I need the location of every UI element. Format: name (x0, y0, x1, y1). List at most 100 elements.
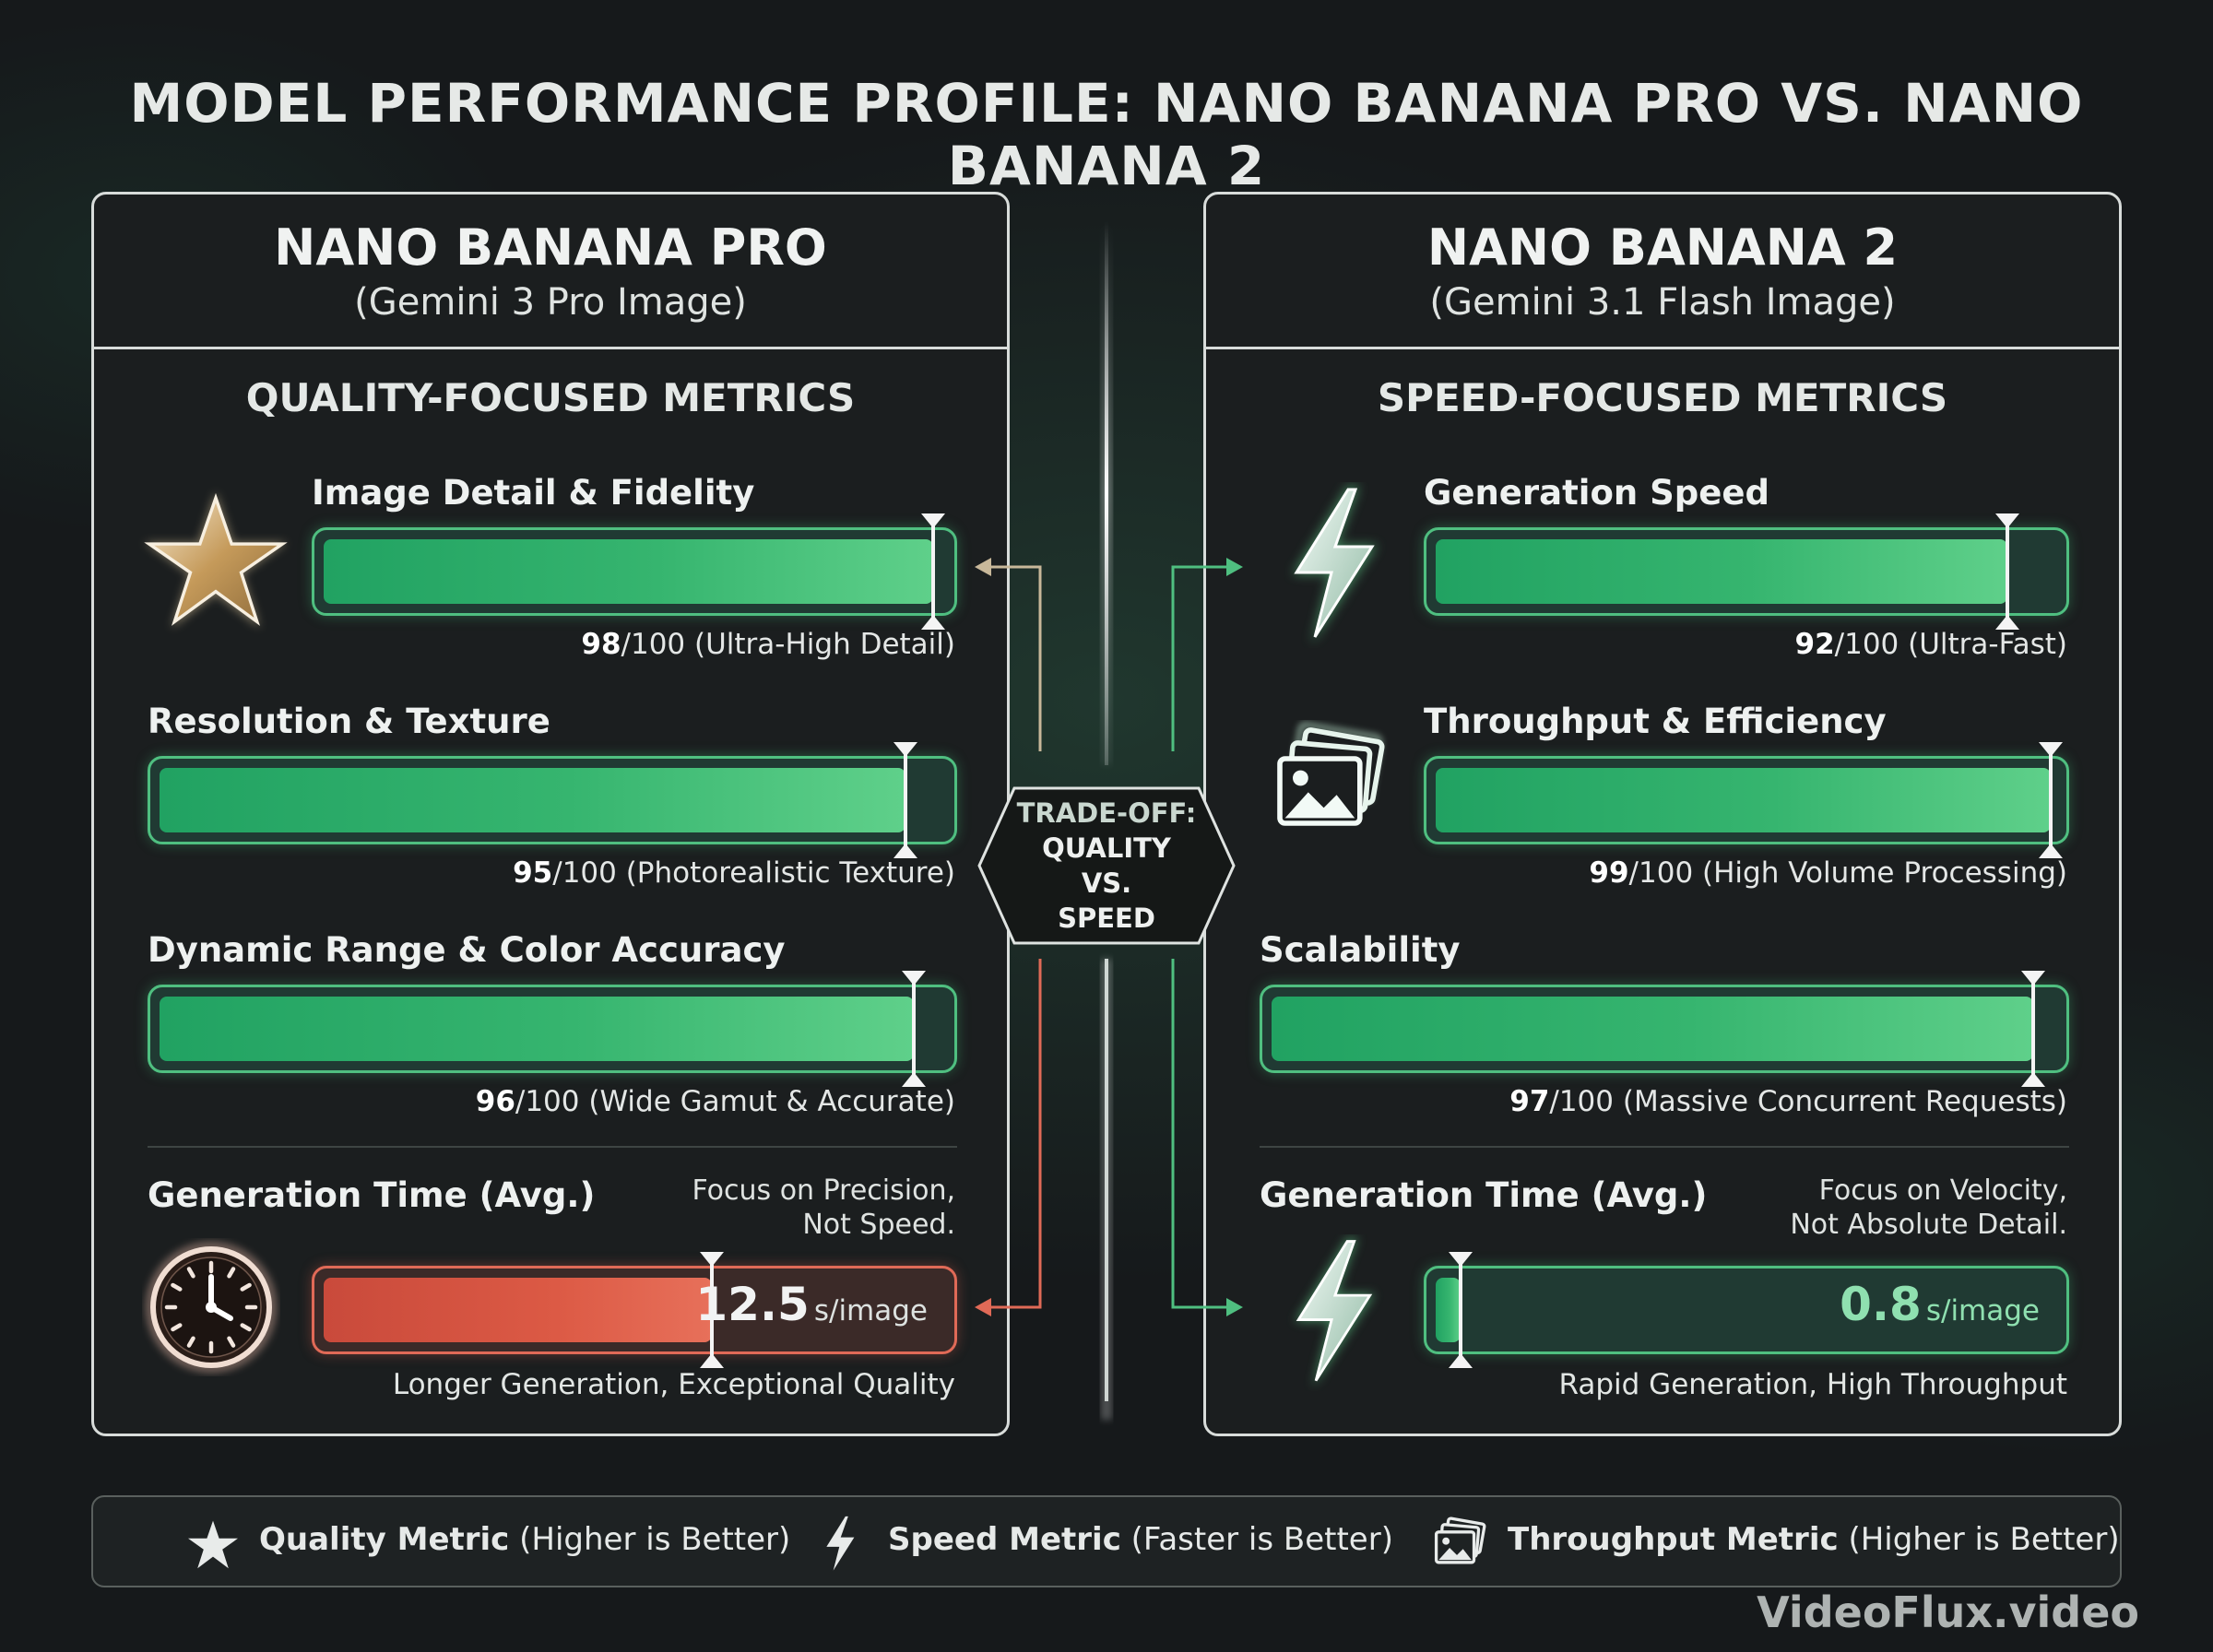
legend: Quality Metric (Higher is Better) Speed … (91, 1495, 2122, 1587)
model-subtitle: (Gemini 3.1 Flash Image) (1429, 281, 1896, 324)
metric-bar (1424, 742, 2069, 858)
bar-marker (2021, 971, 2046, 1087)
tradeoff-text: TRADE-OFF: QUALITY VS. SPEED (979, 788, 1234, 943)
time-number: 0.8 (1840, 1278, 1922, 1331)
metric-score: 95/100 (Photorealistic Texture) (513, 856, 955, 890)
bar-fill (324, 539, 933, 604)
images-stack-icon (1434, 1516, 1486, 1564)
metric-score: 98/100 (Ultra-High Detail) (581, 628, 955, 661)
lightning-icon (1293, 486, 1378, 644)
star-icon (144, 491, 288, 629)
score-value: 95 (513, 856, 553, 890)
tradeoff-badge: TRADE-OFF: QUALITY VS. SPEED (979, 788, 1234, 943)
divider (1260, 1146, 2069, 1148)
panel-header: NANO BANANA PRO (Gemini 3 Pro Image) (94, 195, 1007, 349)
page-title: MODEL PERFORMANCE PROFILE: NANO BANANA P… (129, 72, 2084, 197)
bar-marker (1995, 513, 2020, 630)
bar-fill (1436, 539, 2008, 604)
bar-fill (1436, 1278, 1461, 1342)
bar-marker (1448, 1252, 1473, 1368)
time-label: Generation Time (Avg.) (148, 1175, 596, 1215)
legend-bold: Speed Metric (888, 1521, 1121, 1558)
images-stack-icon (1277, 721, 1385, 826)
score-suffix: /100 (High Volume Processing) (1628, 856, 2067, 890)
time-bar (1424, 1252, 2069, 1368)
metric-label: Resolution & Texture (148, 702, 550, 741)
score-value: 99 (1589, 856, 1629, 890)
metric-label: Scalability (1260, 930, 1461, 970)
metric-bar (148, 971, 957, 1087)
score-suffix: /100 (Massive Concurrent Requests) (1549, 1085, 2067, 1118)
bar-fill (160, 768, 906, 832)
time-note: Focus on Velocity, Not Absolute Detail. (1790, 1174, 2067, 1242)
bar-marker (901, 971, 926, 1087)
time-value: 12.5 s/image (695, 1278, 928, 1331)
panel-header: NANO BANANA 2 (Gemini 3.1 Flash Image) (1206, 195, 2119, 349)
legend-item-quality: Quality Metric (Higher is Better) (259, 1521, 790, 1558)
model-name: NANO BANANA 2 (1426, 218, 1899, 277)
time-label: Generation Time (Avg.) (1260, 1175, 1708, 1215)
score-value: 96 (475, 1085, 515, 1118)
score-value: 92 (1794, 628, 1835, 661)
legend-rest: (Higher is Better) (509, 1521, 791, 1558)
time-caption: Rapid Generation, High Throughput (1558, 1368, 2068, 1401)
time-bar (312, 1252, 957, 1368)
score-value: 97 (1509, 1085, 1550, 1118)
score-suffix: /100 (Ultra-High Detail) (621, 628, 955, 661)
watermark: VideoFlux.video (1757, 1587, 2139, 1637)
tradeoff-line: TRADE-OFF: (1016, 797, 1197, 829)
bar-marker (893, 742, 918, 858)
time-caption: Longer Generation, Exceptional Quality (392, 1368, 955, 1401)
legend-item-speed: Speed Metric (Faster is Better) (888, 1521, 1393, 1558)
time-note: Focus on Precision, Not Speed. (692, 1174, 955, 1242)
bar-fill (160, 997, 914, 1061)
score-suffix: /100 (Photorealistic Texture) (552, 856, 955, 890)
metric-bar (312, 513, 957, 630)
divider (148, 1146, 957, 1148)
metric-bar (1260, 971, 2069, 1087)
lightning-icon (826, 1516, 855, 1571)
metric-label: Image Detail & Fidelity (312, 473, 755, 513)
note-line: Focus on Velocity, (1818, 1174, 2067, 1207)
metric-label: Generation Speed (1424, 473, 1769, 513)
bar-fill (1436, 768, 2052, 832)
metric-score: 96/100 (Wide Gamut & Accurate) (476, 1085, 955, 1118)
model-name: NANO BANANA PRO (274, 218, 827, 277)
bar-marker (700, 1252, 725, 1368)
lightning-icon (1295, 1237, 1376, 1388)
metric-score: 92/100 (Ultra-Fast) (1795, 628, 2067, 661)
section-title: SPEED-FOCUSED METRICS (1377, 375, 1948, 420)
model-subtitle: (Gemini 3 Pro Image) (354, 281, 747, 324)
metric-score: 99/100 (High Volume Processing) (1589, 856, 2067, 890)
tradeoff-line: QUALITY (1042, 832, 1171, 864)
score-value: 98 (581, 628, 621, 661)
tradeoff-line: VS. (1081, 867, 1132, 899)
clock-icon (146, 1242, 277, 1373)
note-line: Not Absolute Detail. (1790, 1209, 2067, 1241)
bar-fill (1272, 997, 2034, 1061)
note-line: Focus on Precision, (692, 1174, 955, 1207)
note-line: Not Speed. (802, 1209, 955, 1241)
legend-bold: Throughput Metric (1508, 1521, 1839, 1558)
time-unit: s/image (813, 1294, 928, 1328)
legend-rest: (Faster is Better) (1120, 1521, 1393, 1558)
bar-marker (920, 513, 945, 630)
metric-score: 97/100 (Massive Concurrent Requests) (1509, 1085, 2067, 1118)
star-icon (188, 1520, 238, 1569)
metric-label: Dynamic Range & Color Accuracy (148, 930, 786, 970)
tradeoff-line: SPEED (1058, 903, 1155, 934)
legend-item-throughput: Throughput Metric (Higher is Better) (1508, 1521, 2120, 1558)
metric-bar (1424, 513, 2069, 630)
score-suffix: /100 (Ultra-Fast) (1834, 628, 2067, 661)
bar-fill (324, 1278, 713, 1342)
legend-rest: (Higher is Better) (1838, 1521, 2120, 1558)
score-suffix: /100 (Wide Gamut & Accurate) (515, 1085, 955, 1118)
legend-bold: Quality Metric (259, 1521, 510, 1558)
time-value: 0.8 s/image (1840, 1278, 2040, 1331)
metric-label: Throughput & Efficiency (1424, 702, 1887, 741)
time-number: 12.5 (695, 1278, 810, 1331)
time-unit: s/image (1925, 1294, 2040, 1328)
bar-marker (2039, 742, 2064, 858)
metric-bar (148, 742, 957, 858)
